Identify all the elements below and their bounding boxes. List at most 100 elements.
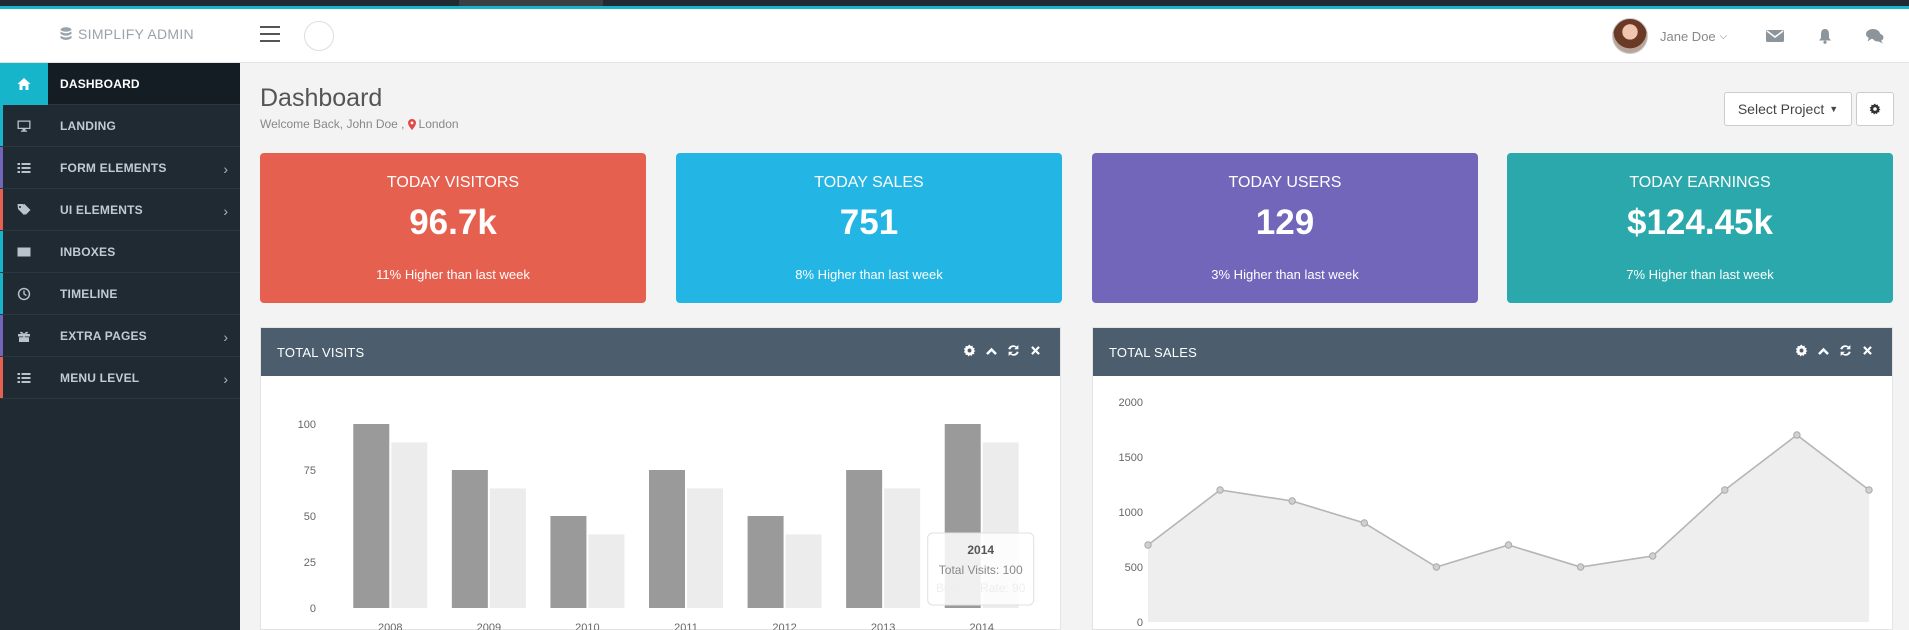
x-tick-label: 2012 — [772, 622, 796, 630]
list-icon — [0, 147, 48, 189]
bar-bounce-rate[interactable] — [884, 488, 921, 608]
sidebar-item-ui-elements[interactable]: UI ELEMENTS › — [0, 189, 240, 231]
sidebar-item-label: FORM ELEMENTS — [60, 160, 167, 175]
caret-down-icon: ▼ — [1829, 104, 1839, 114]
sidebar-item-form-elements[interactable]: FORM ELEMENTS › — [0, 147, 240, 189]
chevron-up-icon[interactable] — [1817, 344, 1830, 357]
x-tick-label: 2008 — [378, 622, 402, 630]
data-point[interactable] — [1504, 541, 1513, 549]
sidebar-item-stripe — [0, 231, 3, 272]
bar-total-visits[interactable] — [353, 424, 390, 608]
select-project-dropdown[interactable]: Select Project ▼ — [1724, 92, 1852, 126]
sidebar-item-stripe — [0, 189, 3, 230]
envelope-icon — [0, 231, 48, 273]
stat-value: 751 — [839, 203, 899, 242]
accent-line — [0, 6, 1909, 9]
sidebar-item-extra-pages[interactable]: EXTRA PAGES › — [0, 315, 240, 357]
stat-title: TODAY SALES — [814, 174, 924, 191]
data-point[interactable] — [1144, 541, 1152, 549]
sidebar-item-stripe — [0, 357, 3, 398]
close-icon[interactable] — [1029, 344, 1042, 357]
area-fill — [1148, 435, 1869, 622]
stat-value: 129 — [1255, 203, 1315, 242]
stat-note: 8% Higher than last week — [795, 267, 943, 282]
data-point[interactable] — [1216, 486, 1224, 494]
loading-spinner — [304, 21, 334, 51]
gear-icon[interactable] — [1795, 344, 1808, 357]
sidebar-item-label: TIMELINE — [60, 286, 118, 301]
bar-total-visits[interactable] — [550, 516, 587, 608]
y-tick-label: 0 — [310, 603, 316, 615]
panel-header: TOTAL VISITS — [261, 328, 1060, 376]
data-point[interactable] — [1793, 431, 1801, 439]
bar-total-visits[interactable] — [451, 470, 488, 608]
sidebar-item-stripe — [0, 273, 3, 314]
user-menu[interactable]: Jane Doe ⌵ — [1612, 18, 1727, 54]
bar-bounce-rate[interactable] — [489, 488, 526, 608]
top-header: SIMPLIFY ADMIN Jane Doe ⌵ — [0, 9, 1909, 63]
gear-icon[interactable] — [963, 344, 976, 357]
bar-total-visits[interactable] — [846, 470, 883, 608]
y-tick-label: 100 — [298, 419, 316, 431]
chart-tooltip: 2014 Total Visits: 100 Bounce Rate: 90 — [927, 532, 1035, 606]
sidebar-item-timeline[interactable]: TIMELINE — [0, 273, 240, 315]
data-point[interactable] — [1721, 486, 1729, 494]
sidebar-item-label: INBOXES — [60, 244, 116, 259]
welcome-text: Welcome Back, John Doe , London — [260, 117, 459, 131]
data-point[interactable] — [1432, 563, 1441, 571]
stat-card-today-visitors: TODAY VISITORS 96.7k 11% Higher than last … — [260, 153, 646, 303]
x-tick-label: 2010 — [575, 622, 599, 630]
settings-button[interactable] — [1856, 92, 1894, 126]
sidebar-item-dashboard[interactable]: DASHBOARD — [0, 62, 240, 105]
panel-tools — [1795, 344, 1874, 357]
data-point[interactable] — [1649, 552, 1657, 560]
chevron-right-icon: › — [223, 371, 228, 387]
stat-title: TODAY VISITORS — [386, 174, 520, 191]
data-point[interactable] — [1576, 563, 1585, 571]
bar-bounce-rate[interactable] — [588, 534, 625, 608]
sidebar-item-inboxes[interactable]: INBOXES — [0, 231, 240, 273]
bar-bounce-rate[interactable] — [785, 534, 822, 608]
stat-title: TODAY EARNINGS — [1629, 174, 1771, 191]
x-tick-label: 2011 — [674, 622, 698, 630]
stat-value: $124.45k — [1627, 203, 1773, 242]
menu-toggle-icon[interactable] — [260, 26, 280, 44]
y-tick-label: 500 — [1125, 562, 1143, 574]
bar-bounce-rate[interactable] — [391, 442, 428, 608]
refresh-icon[interactable] — [1839, 344, 1852, 357]
sidebar-item-menu-level[interactable]: MENU LEVEL › — [0, 357, 240, 399]
data-point[interactable] — [1288, 497, 1296, 505]
bell-icon[interactable] — [1816, 28, 1834, 44]
sidebar-item-label: MENU LEVEL — [60, 370, 140, 385]
bar-bounce-rate[interactable] — [687, 488, 723, 608]
sidebar-item-landing[interactable]: LANDING — [0, 105, 240, 147]
user-name: Jane Doe — [1660, 28, 1716, 44]
y-tick-label: 2000 — [1119, 397, 1143, 409]
list-icon — [0, 357, 48, 399]
clock-icon — [0, 273, 48, 315]
sidebar-item-stripe — [0, 147, 3, 188]
panel-header: TOTAL SALES — [1093, 328, 1892, 376]
database-icon — [60, 27, 72, 41]
y-tick-label: 25 — [304, 557, 316, 569]
chevron-up-icon[interactable] — [985, 344, 998, 357]
panel-tools — [963, 344, 1042, 357]
close-icon[interactable] — [1861, 344, 1874, 357]
refresh-icon[interactable] — [1007, 344, 1020, 357]
tooltip-line: Bounce Rate: 90 — [936, 581, 1026, 595]
browser-tab-strip — [459, 0, 603, 6]
stat-value: 96.7k — [409, 203, 497, 242]
chevron-right-icon: › — [223, 203, 228, 219]
data-point[interactable] — [1865, 486, 1873, 494]
home-icon — [0, 62, 48, 105]
bar-total-visits[interactable] — [649, 470, 685, 608]
envelope-icon[interactable] — [1766, 28, 1784, 44]
data-point[interactable] — [1360, 519, 1368, 527]
bar-total-visits[interactable] — [747, 516, 784, 608]
brand-logo[interactable]: SIMPLIFY ADMIN — [60, 26, 194, 42]
stat-note: 11% Higher than last week — [376, 267, 530, 282]
brand-name: SIMPLIFY ADMIN — [78, 26, 194, 42]
chevron-right-icon: › — [223, 161, 228, 177]
comments-icon[interactable] — [1866, 28, 1884, 44]
avatar — [1612, 18, 1648, 54]
